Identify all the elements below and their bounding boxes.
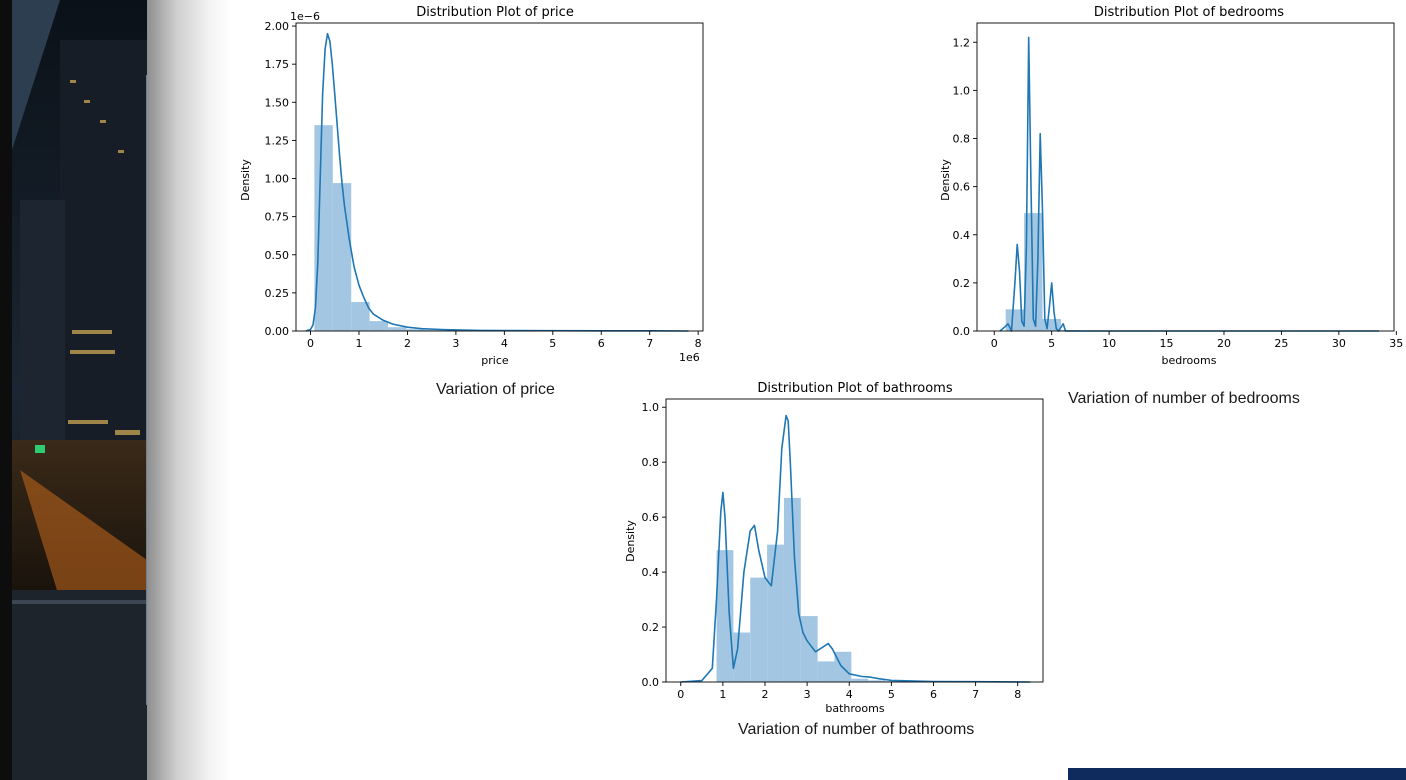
bedrooms-axes-frame [976,22,1395,332]
bathrooms-y-tick-label: 0.6 [642,511,660,524]
bathrooms-x-tick-label: 2 [761,688,768,701]
price-y-tick-label: 0.50 [265,249,290,262]
bathrooms-histogram-bar [767,544,784,682]
bathrooms-plot-title: Distribution Plot of bathrooms [757,381,952,396]
price-y-tick-label: 0.25 [265,287,290,300]
bedrooms-x-tick-label: 25 [1274,337,1288,350]
bedrooms-y-tick-label: 0.8 [953,133,971,146]
bedrooms-y-tick-label: 0.2 [953,277,971,290]
bedrooms-x-tick-label: 15 [1160,337,1174,350]
price-y-tick-label: 1.50 [265,96,290,109]
bedrooms-x-axis-label: bedrooms [1162,354,1217,367]
bathrooms-kde-line [680,414,1031,683]
bedrooms-y-tick-label: 1.2 [953,36,971,49]
bathrooms-y-axis-label: Density [624,520,637,562]
city-night-photo [0,0,147,780]
bedrooms-histogram-bar [1005,309,1025,331]
price-x-tick-label: 7 [646,337,653,350]
bathrooms-histogram-bar [716,550,734,682]
bedrooms-y-axis-label: Density [939,159,952,201]
bathrooms-caption: Variation of number of bathrooms [738,721,975,738]
bathrooms-y-tick-label: 0.8 [642,456,660,469]
bathrooms-x-tick-label: 4 [846,688,853,701]
price-histogram-bar [388,327,407,331]
price-x-axis-label: price [481,354,509,367]
price-y-tick-label: 1.75 [265,58,290,71]
price-axes-frame [295,22,704,332]
price-y-tick-label: 1.25 [265,134,290,147]
price-y-tick-label: 2.00 [265,20,290,33]
price-x-tick-label: 4 [501,337,508,350]
bathrooms-x-tick-label: 3 [804,688,811,701]
bathrooms-histogram-bar [868,680,886,682]
bathrooms-y-tick-label: 1.0 [642,401,660,414]
bathrooms-x-tick-label: 6 [930,688,937,701]
bathrooms-histogram-bar [783,497,801,682]
price-x-tick-label: 5 [549,337,556,350]
bedrooms-plot-title: Distribution Plot of bedrooms [1094,5,1284,20]
bathrooms-axes-frame [665,398,1044,683]
price-histogram-bar [314,125,333,331]
bathrooms-y-tick-label: 0.2 [642,621,660,634]
bathrooms-histogram-bar [750,577,768,682]
bathrooms-y-tick-label: 0.4 [642,566,660,579]
bathrooms-histogram-bar [851,678,869,682]
bedrooms-y-tick-label: 0.6 [953,181,971,194]
bedrooms-y-tick-label: 0.0 [953,325,971,338]
bedrooms-x-tick-label: 30 [1332,337,1346,350]
photo-shadow [147,0,232,780]
price-x-tick-label: 2 [404,337,411,350]
price-histogram-bar [351,302,370,331]
bathrooms-x-tick-label: 1 [719,688,726,701]
price-x-tick-label: 3 [452,337,459,350]
bathrooms-x-tick-label: 0 [677,688,684,701]
bedrooms-caption: Variation of number of bedrooms [1068,390,1300,407]
price-x-tick-label: 6 [598,337,605,350]
bathrooms-x-tick-label: 5 [888,688,895,701]
price-kde-line [305,32,689,332]
bathrooms-x-axis-label: bathrooms [825,702,884,715]
bathrooms-x-tick-label: 7 [972,688,979,701]
price-histogram-bar [424,329,444,331]
bedrooms-y-tick-label: 1.0 [953,84,971,97]
bathrooms-histogram-bar [817,661,835,682]
footer-accent-bar [1068,768,1406,780]
price-plot-title: Distribution Plot of price [416,5,574,20]
bedrooms-x-tick-label: 0 [991,337,998,350]
price-x-multiplier: 1e6 [679,351,700,364]
bedrooms-x-tick-label: 10 [1102,337,1116,350]
price-x-tick-label: 8 [695,337,702,350]
bedrooms-y-tick-label: 0.4 [953,229,971,242]
price-y-axis-label: Density [239,159,252,201]
bedrooms-x-tick-label: 20 [1217,337,1231,350]
bedrooms-x-tick-label: 5 [1048,337,1055,350]
price-y-multiplier: 1e−6 [290,10,320,23]
price-y-tick-label: 0.75 [265,211,290,224]
price-x-tick-label: 1 [355,337,362,350]
price-histogram-bar [406,329,425,331]
price-y-tick-label: 0.00 [265,325,290,338]
bathrooms-x-tick-label: 8 [1014,688,1021,701]
bedrooms-x-tick-label: 35 [1389,337,1403,350]
price-caption: Variation of price [436,381,555,398]
price-y-tick-label: 1.00 [265,173,290,186]
bathrooms-y-tick-label: 0.0 [642,676,660,689]
bathrooms-histogram-bar [800,616,818,682]
price-histogram-bar [369,321,389,331]
price-x-tick-label: 0 [307,337,314,350]
